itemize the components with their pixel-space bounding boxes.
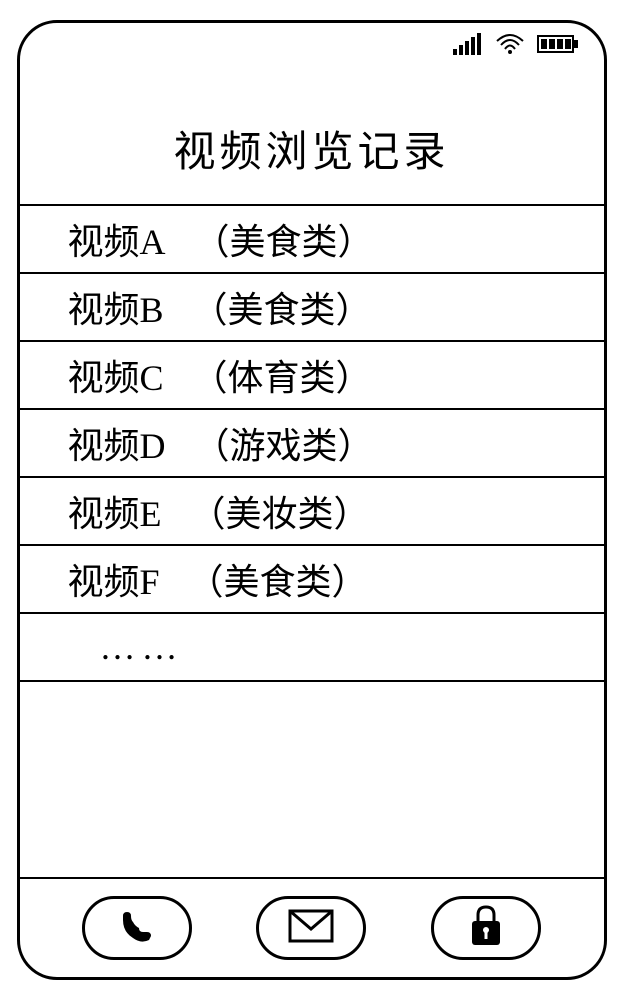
- phone-button[interactable]: [82, 896, 192, 960]
- video-name: 视频B: [68, 281, 164, 333]
- video-category: （美食类）: [194, 213, 374, 265]
- list-item[interactable]: 视频A （美食类）: [20, 206, 604, 274]
- list-item[interactable]: 视频F （美食类）: [20, 546, 604, 614]
- video-name: 视频F: [68, 553, 160, 605]
- mail-icon: [288, 909, 334, 948]
- wifi-icon: [495, 33, 525, 55]
- video-name: 视频D: [68, 417, 166, 469]
- bottom-nav-bar: [20, 877, 604, 977]
- phone-icon: [117, 906, 157, 951]
- ellipsis-text: ……: [100, 626, 184, 668]
- video-name: 视频A: [68, 213, 166, 265]
- page-title: 视频浏览记录: [20, 93, 604, 204]
- status-bar: [453, 33, 579, 55]
- video-category: （美食类）: [192, 281, 372, 333]
- list-item[interactable]: 视频D （游戏类）: [20, 410, 604, 478]
- content-area: 视频浏览记录 视频A （美食类） 视频B （美食类） 视频C （体育类） 视频D…: [20, 93, 604, 682]
- video-history-list: 视频A （美食类） 视频B （美食类） 视频C （体育类） 视频D （游戏类） …: [20, 204, 604, 682]
- video-category: （美食类）: [188, 553, 368, 605]
- list-ellipsis: ……: [20, 614, 604, 682]
- battery-icon: [537, 33, 579, 55]
- video-name: 视频E: [68, 485, 162, 537]
- signal-icon: [453, 33, 483, 55]
- video-category: （美妆类）: [190, 485, 370, 537]
- list-item[interactable]: 视频E （美妆类）: [20, 478, 604, 546]
- video-name: 视频C: [68, 349, 164, 401]
- mail-button[interactable]: [256, 896, 366, 960]
- list-item[interactable]: 视频B （美食类）: [20, 274, 604, 342]
- list-item[interactable]: 视频C （体育类）: [20, 342, 604, 410]
- video-category: （体育类）: [192, 349, 372, 401]
- lock-button[interactable]: [431, 896, 541, 960]
- video-category: （游戏类）: [194, 417, 374, 469]
- phone-frame: 视频浏览记录 视频A （美食类） 视频B （美食类） 视频C （体育类） 视频D…: [17, 20, 607, 980]
- lock-icon: [468, 905, 504, 952]
